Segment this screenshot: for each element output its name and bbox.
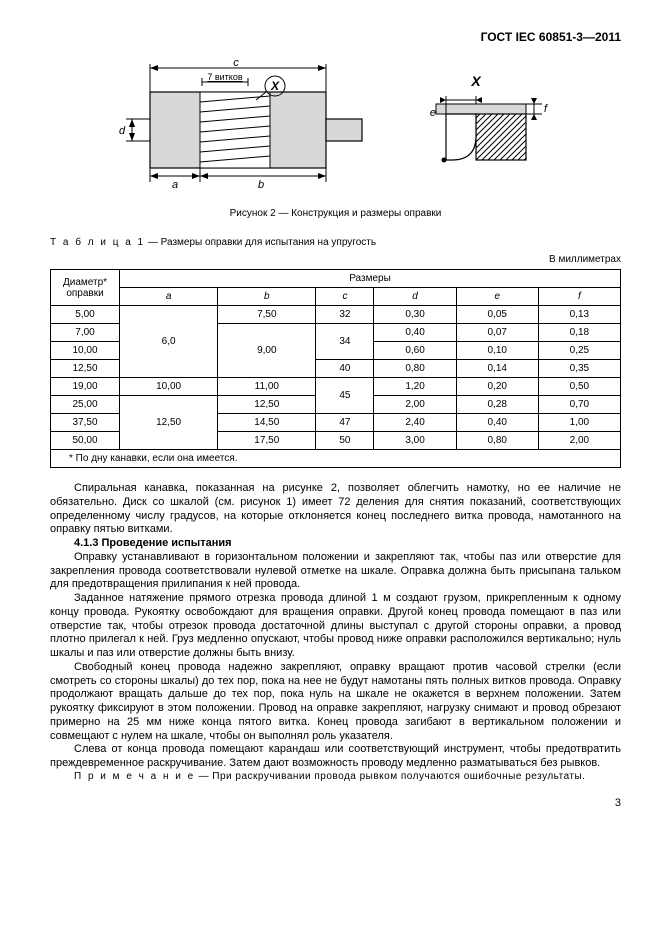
table-cell: 0,07 <box>456 324 538 342</box>
para-3: Заданное натяжение прямого отрезка прово… <box>50 592 621 661</box>
dim-f: f <box>544 103 548 115</box>
th-sizes: Размеры <box>120 270 621 288</box>
figure-caption: Рисунок 2 — Конструкция и размеры оправк… <box>50 208 621 219</box>
table-cell: 19,00 <box>51 378 120 396</box>
table-cell: 0,05 <box>456 306 538 324</box>
table-cell: 5,00 <box>51 306 120 324</box>
dim-e: e <box>429 107 435 119</box>
para-4: Свободный конец провода надежно закрепля… <box>50 661 621 744</box>
table-cell: 12,50 <box>51 360 120 378</box>
table-cell: 10,00 <box>120 378 218 396</box>
table-cell: 0,25 <box>538 342 620 360</box>
table-body: 5,006,07,50320,300,050,137,009,00340,400… <box>51 306 621 450</box>
table-cell: 0,70 <box>538 396 620 414</box>
table-cell: 0,80 <box>456 432 538 450</box>
table-cell: 32 <box>316 306 374 324</box>
body-text: Спиральная канавка, показанная на рисунк… <box>50 482 621 783</box>
table-cell: 0,18 <box>538 324 620 342</box>
table-cell: 0,35 <box>538 360 620 378</box>
coil-label: 7 витков <box>207 72 242 82</box>
table-cell: 14,50 <box>218 414 316 432</box>
dim-d: d <box>118 125 125 137</box>
table-cell: 0,80 <box>374 360 456 378</box>
table-cell: 34 <box>316 324 374 360</box>
table-cell: 0,10 <box>456 342 538 360</box>
table-cell: 1,00 <box>538 414 620 432</box>
note: П р и м е ч а н и е — При раскручивании … <box>50 771 621 784</box>
table-1: Диаметр*оправки Размеры a b c d e f 5,00… <box>50 269 621 468</box>
table-title: Т а б л и ц а 1 — Размеры оправки для ис… <box>50 237 621 248</box>
table-cell: 0,60 <box>374 342 456 360</box>
th-diameter: Диаметр*оправки <box>51 270 120 306</box>
table-cell: 10,00 <box>51 342 120 360</box>
th-c: c <box>316 288 374 306</box>
table-cell: 50 <box>316 432 374 450</box>
para-1: Спиральная канавка, показанная на рисунк… <box>50 482 621 537</box>
table-row: 19,0010,0011,00451,200,200,50 <box>51 378 621 396</box>
table-cell: 12,50 <box>218 396 316 414</box>
dim-c: c <box>233 57 239 69</box>
figure-svg: c 7 витков X <box>106 56 566 196</box>
table-cell: 2,40 <box>374 414 456 432</box>
table-cell: 47 <box>316 414 374 432</box>
th-d: d <box>374 288 456 306</box>
figure-2: c 7 витков X <box>106 56 566 196</box>
table-cell: 0,40 <box>456 414 538 432</box>
table-cell: 37,50 <box>51 414 120 432</box>
table-cell: 0,20 <box>456 378 538 396</box>
th-e: e <box>456 288 538 306</box>
table-cell: 0,40 <box>374 324 456 342</box>
table-cell: 3,00 <box>374 432 456 450</box>
table-cell: 0,30 <box>374 306 456 324</box>
table-cell: 7,50 <box>218 306 316 324</box>
table-cell: 6,0 <box>120 306 218 378</box>
table-footnote: * По дну канавки, если она имеется. <box>51 450 621 468</box>
page-number: 3 <box>50 797 621 809</box>
callout-x-left: X <box>269 79 279 93</box>
subhead-413: 4.1.3 Проведение испытания <box>50 537 621 551</box>
table-cell: 17,50 <box>218 432 316 450</box>
callout-x-right: X <box>470 73 482 89</box>
table-cell: 0,28 <box>456 396 538 414</box>
table-cell: 25,00 <box>51 396 120 414</box>
table-cell: 1,20 <box>374 378 456 396</box>
th-b: b <box>218 288 316 306</box>
table-units: В миллиметрах <box>50 254 621 265</box>
para-5: Слева от конца провода помещают карандаш… <box>50 743 621 771</box>
th-a: a <box>120 288 218 306</box>
table-cell: 0,14 <box>456 360 538 378</box>
table-cell: 2,00 <box>538 432 620 450</box>
dim-a: a <box>171 179 177 191</box>
table-cell: 12,50 <box>120 396 218 450</box>
table-cell: 2,00 <box>374 396 456 414</box>
table-cell: 7,00 <box>51 324 120 342</box>
para-2: Оправку устанавливают в горизонтальном п… <box>50 551 621 592</box>
table-cell: 50,00 <box>51 432 120 450</box>
table-cell: 11,00 <box>218 378 316 396</box>
dim-b: b <box>257 179 263 191</box>
page: ГОСТ IEC 60851-3—2011 c <box>0 0 661 829</box>
standard-header: ГОСТ IEC 60851-3—2011 <box>50 30 621 44</box>
table-cell: 45 <box>316 378 374 414</box>
table-cell: 0,13 <box>538 306 620 324</box>
table-cell: 9,00 <box>218 324 316 378</box>
table-cell: 0,50 <box>538 378 620 396</box>
th-f: f <box>538 288 620 306</box>
table-row: 5,006,07,50320,300,050,13 <box>51 306 621 324</box>
table-cell: 40 <box>316 360 374 378</box>
